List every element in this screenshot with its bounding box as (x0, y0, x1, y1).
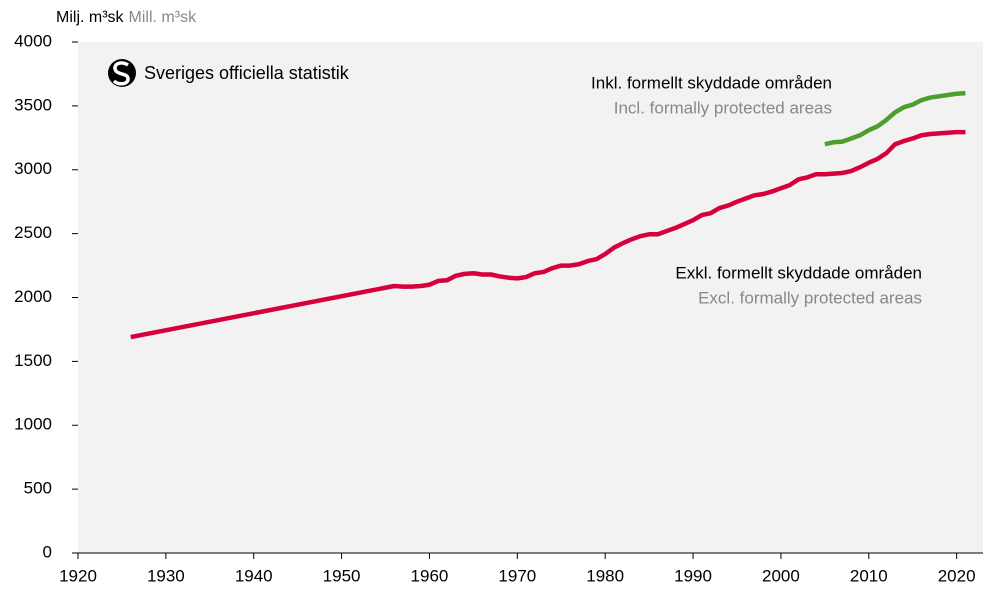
y-tick-label: 3500 (14, 95, 52, 114)
series-label: Inkl. formellt skyddade områden (591, 73, 832, 92)
x-tick-label: 2020 (938, 566, 976, 585)
series-label-en: Incl. formally protected areas (614, 98, 832, 117)
plot-background (78, 42, 983, 553)
x-tick-label: 1990 (674, 566, 712, 585)
line (130, 129, 966, 340)
x-tick-label: 1950 (323, 566, 361, 585)
y-tick-label: 2000 (14, 287, 52, 306)
y-axis-label-en: Mill. m³sk (129, 9, 198, 26)
y-tick-label: 4000 (14, 31, 52, 50)
x-tick-label: 2010 (850, 566, 888, 585)
y-tick-label: 0 (43, 542, 52, 561)
x-tick-label: 1940 (235, 566, 273, 585)
series-label-en: Excl. formally protected areas (698, 288, 922, 307)
y-tick-label: 2500 (14, 223, 52, 242)
series-label: Exkl. formellt skyddade områden (675, 263, 922, 282)
x-tick-label: 1980 (586, 566, 624, 585)
x-tick-label: 1970 (498, 566, 536, 585)
x-tick-label: 1930 (147, 566, 185, 585)
logo-icon (108, 59, 136, 87)
logo-text: Sveriges officiella statistik (144, 63, 350, 83)
line (824, 90, 966, 147)
y-tick-label: 3000 (14, 159, 52, 178)
y-tick-label: 500 (24, 479, 52, 498)
x-tick-label: 1920 (59, 566, 97, 585)
y-tick-label: 1500 (14, 351, 52, 370)
x-tick-label: 2000 (762, 566, 800, 585)
x-tick-label: 1960 (411, 566, 449, 585)
y-tick-label: 1000 (14, 415, 52, 434)
y-axis-label: Milj. m³sk (56, 9, 125, 26)
